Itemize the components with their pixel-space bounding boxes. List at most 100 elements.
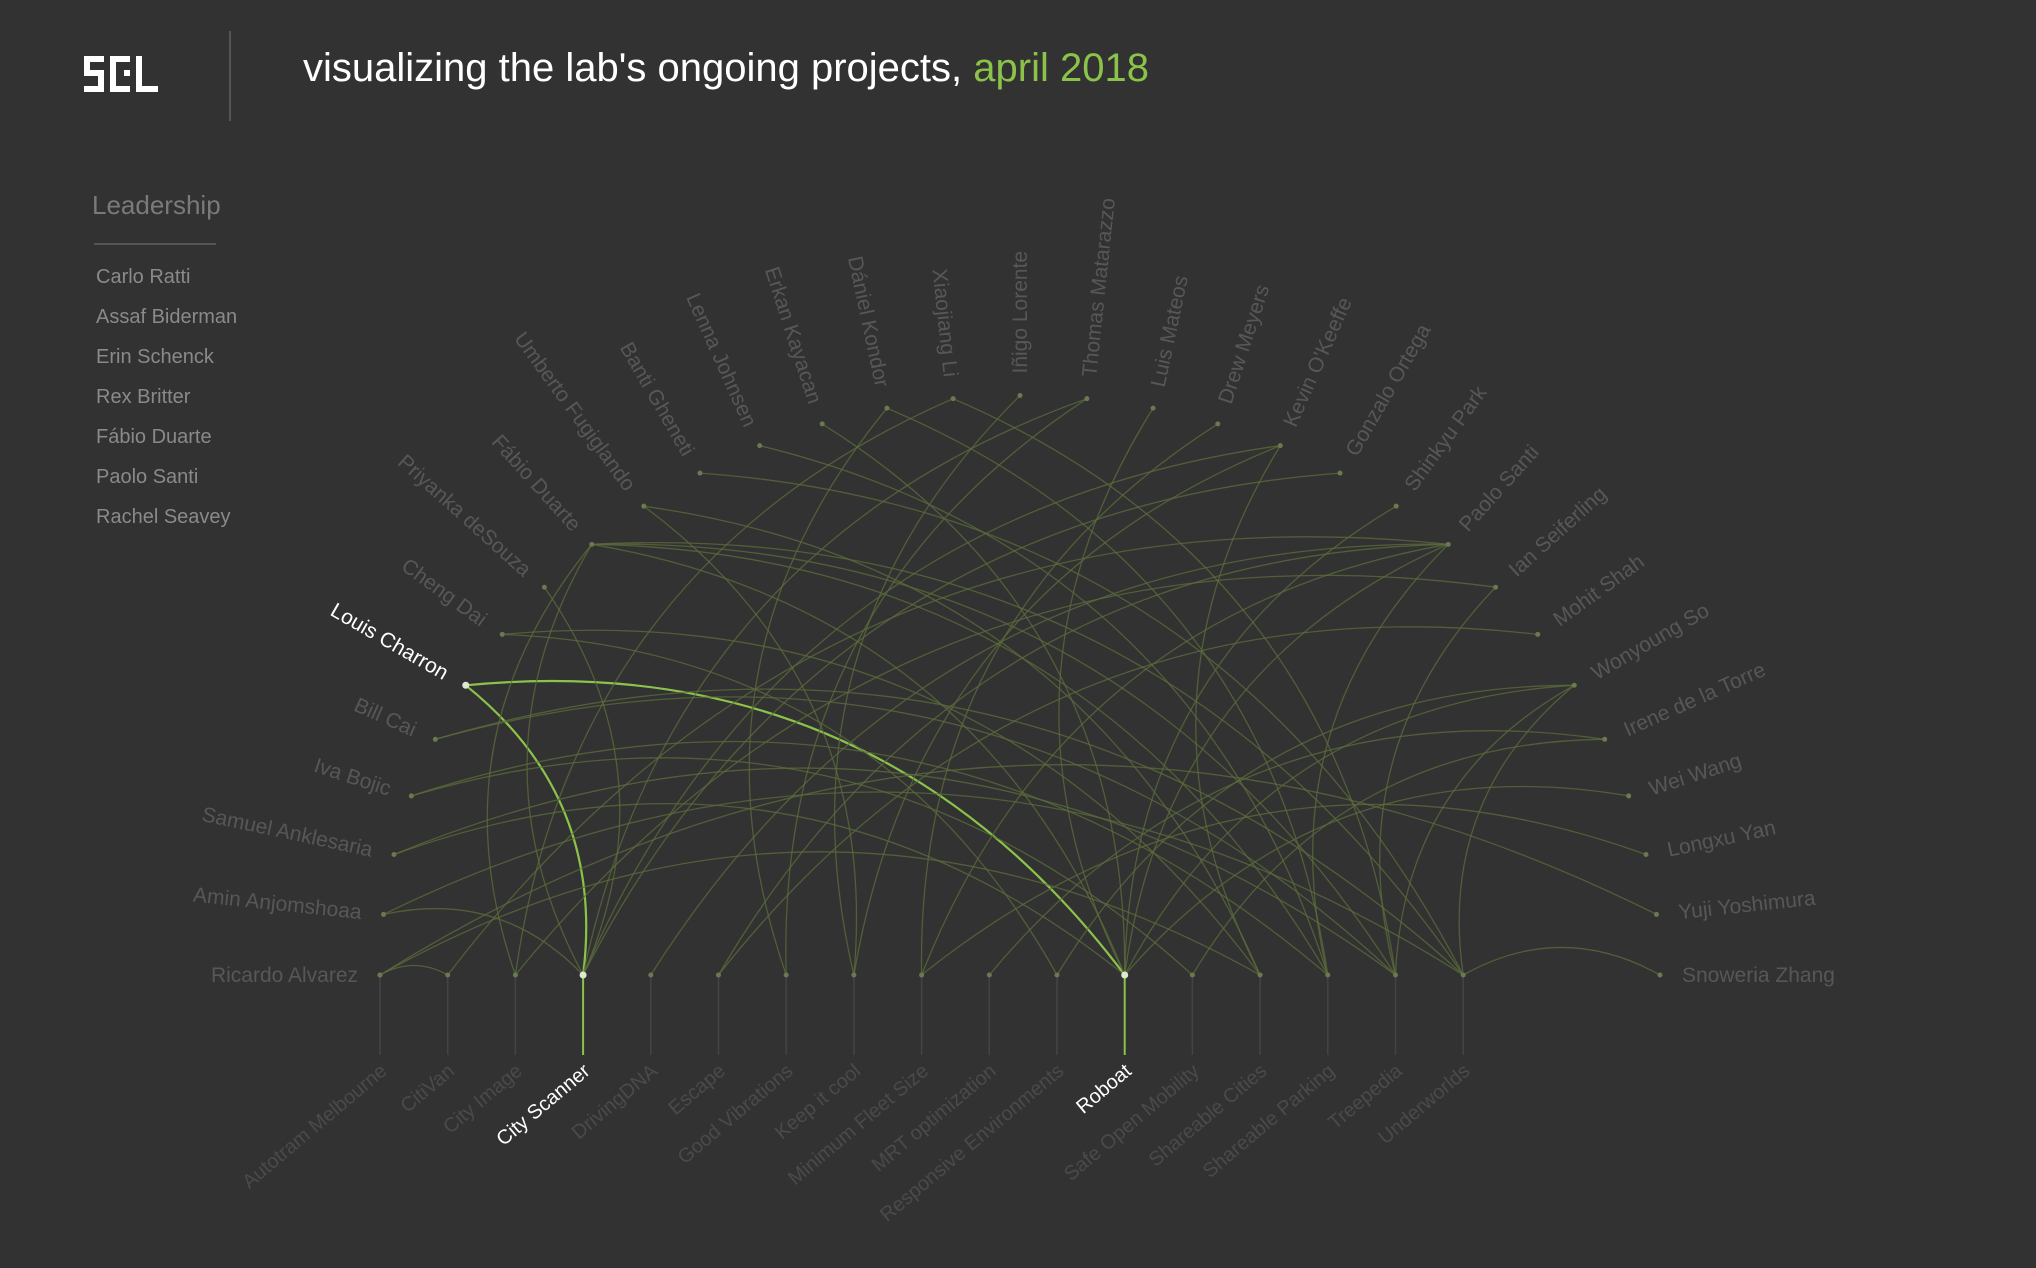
person-label-louis-charron[interactable]: Louis Charron — [326, 599, 452, 685]
person-label-gonzalo-ortega[interactable]: Gonzalo Ortega — [1341, 320, 1435, 460]
leadership-member[interactable]: Fábio Duarte — [96, 426, 212, 448]
leadership-member[interactable]: Rachel Seavey — [96, 506, 231, 528]
person-node[interactable] — [589, 541, 595, 547]
person-node[interactable] — [1393, 503, 1399, 509]
person-label-amin-anjomshoaa[interactable]: Amin Anjomshoaa — [192, 883, 363, 924]
person-node[interactable] — [377, 972, 383, 978]
person-node[interactable] — [1337, 470, 1343, 476]
collaboration-link — [591, 543, 1329, 976]
person-label-daniel-kondor[interactable]: Dániel Kondor — [843, 254, 893, 389]
person-node[interactable] — [541, 584, 547, 590]
collaboration-link — [411, 757, 1193, 976]
person-label-snoweria-zhang[interactable]: Snoweria Zhang — [1682, 964, 1835, 987]
person-node[interactable] — [1535, 631, 1541, 637]
person-label-shinkyu-park[interactable]: Shinkyu Park — [1400, 381, 1492, 495]
leadership-member[interactable]: Carlo Ratti — [96, 266, 191, 288]
person-node[interactable] — [1571, 682, 1577, 688]
leadership-member[interactable]: Rex Britter — [96, 386, 191, 408]
person-node[interactable] — [1653, 911, 1659, 917]
scl-logo-icon[interactable] — [84, 56, 158, 92]
person-node[interactable] — [884, 405, 890, 411]
person-node[interactable] — [1657, 972, 1663, 978]
person-label-thomas-matarazzo[interactable]: Thomas Matarazzo — [1078, 197, 1120, 378]
person-label-kevin-o-keeffe[interactable]: Kevin O'Keeffe — [1279, 294, 1357, 430]
person-label-bill-cai[interactable]: Bill Cai — [351, 694, 420, 742]
project-node[interactable] — [512, 972, 518, 978]
person-node[interactable] — [1277, 443, 1283, 449]
person-node[interactable] — [950, 396, 956, 402]
collaboration-link — [591, 541, 1464, 976]
leadership-member[interactable]: Paolo Santi — [96, 466, 199, 488]
person-node[interactable] — [1150, 405, 1156, 411]
project-node[interactable] — [1257, 972, 1263, 978]
person-node[interactable] — [462, 681, 470, 689]
leadership-member[interactable]: Assaf Biderman — [96, 306, 238, 328]
project-node[interactable] — [716, 972, 721, 978]
project-node[interactable] — [1121, 971, 1129, 979]
person-node[interactable] — [391, 852, 397, 858]
person-label-ricardo-alvarez[interactable]: Ricardo Alvarez — [211, 964, 358, 987]
person-label-iva-bojic[interactable]: Iva Bojic — [311, 754, 394, 800]
person-label-cheng-dai[interactable]: Cheng Dai — [397, 554, 491, 631]
person-node[interactable] — [1626, 793, 1632, 799]
person-label-irene-de-la-torre[interactable]: Irene de la Torre — [1620, 658, 1769, 741]
person-node[interactable] — [1602, 736, 1608, 742]
project-node[interactable] — [986, 972, 992, 978]
person-label-xiaojiang-li[interactable]: Xiaojiang Li — [928, 268, 962, 378]
project-label-shareable-cities[interactable]: Shareable Cities — [1145, 1060, 1272, 1171]
person-node[interactable] — [381, 911, 387, 917]
person-node[interactable] — [641, 503, 647, 509]
person-label-ian-seiferling[interactable]: Ian Seiferling — [1505, 482, 1611, 581]
project-node[interactable] — [1393, 972, 1398, 978]
person-node[interactable] — [757, 443, 763, 449]
project-node[interactable] — [1460, 972, 1466, 978]
person-node[interactable] — [819, 421, 825, 427]
person-node[interactable] — [408, 793, 414, 799]
leadership-member[interactable]: Erin Schenck — [96, 346, 214, 368]
person-node[interactable] — [1017, 393, 1023, 398]
person-label-mohit-shah[interactable]: Mohit Shah — [1549, 550, 1648, 631]
project-node[interactable] — [648, 972, 654, 978]
person-node[interactable] — [1493, 584, 1499, 590]
collaboration-link — [591, 543, 1126, 976]
person-label-drew-meyers[interactable]: Drew Meyers — [1214, 282, 1274, 407]
person-label-paolo-santi[interactable]: Paolo Santi — [1455, 441, 1544, 536]
person-node[interactable] — [1215, 421, 1221, 427]
project-node[interactable] — [783, 972, 789, 978]
project-node[interactable] — [919, 972, 925, 978]
project-label-good-vibrations[interactable]: Good Vibrations — [674, 1060, 798, 1169]
person-node[interactable] — [432, 736, 438, 742]
collaboration-link — [383, 791, 1464, 976]
project-label-autotram-melbourne[interactable]: Autotram Melbourne — [238, 1060, 391, 1193]
person-label-lenna-johnsen[interactable]: Lenna Johnsen — [681, 290, 760, 431]
person-label-samuel-anklesaria[interactable]: Samuel Anklesaria — [200, 803, 375, 862]
project-node[interactable] — [445, 972, 451, 978]
person-label-longxu-yan[interactable]: Longxu Yan — [1665, 816, 1778, 861]
project-node[interactable] — [1189, 972, 1195, 978]
project-label-citivan[interactable]: CitiVan — [397, 1060, 459, 1117]
collaboration-link — [1191, 738, 1605, 976]
project-node[interactable] — [579, 971, 587, 979]
project-label-roboat[interactable]: Roboat — [1072, 1060, 1136, 1119]
person-node[interactable] — [697, 470, 703, 476]
project-node[interactable] — [851, 972, 857, 978]
project-label-mrt-optimization[interactable]: MRT optimization — [868, 1060, 1001, 1176]
person-label-wonyoung-so[interactable]: Wonyoung So — [1588, 599, 1713, 685]
person-label-yuji-yoshimura[interactable]: Yuji Yoshimura — [1677, 887, 1817, 924]
collaboration-link — [447, 536, 1449, 976]
person-label-erkan-kayacan[interactable]: Erkan Kayacan — [760, 264, 826, 407]
project-node[interactable] — [1054, 972, 1060, 978]
person-node[interactable] — [1445, 541, 1451, 547]
person-label-banti-gheneti[interactable]: Banti Gheneti — [615, 338, 699, 460]
person-node[interactable] — [1084, 396, 1090, 402]
person-label-wei-wang[interactable]: Wei Wang — [1646, 749, 1744, 800]
person-label-fabio-duarte[interactable]: Fábio Duarte — [487, 430, 585, 536]
title-accent-date: april 2018 — [973, 46, 1149, 90]
project-node[interactable] — [1325, 972, 1331, 978]
person-node[interactable] — [1643, 852, 1649, 858]
person-node[interactable] — [499, 631, 505, 637]
person-label-luis-mateos[interactable]: Luis Mateos — [1147, 274, 1193, 390]
person-label-inigo-lorente[interactable]: Iñigo Lorente — [1009, 251, 1032, 374]
project-label-escape[interactable]: Escape — [664, 1060, 729, 1120]
header-divider — [229, 31, 231, 121]
